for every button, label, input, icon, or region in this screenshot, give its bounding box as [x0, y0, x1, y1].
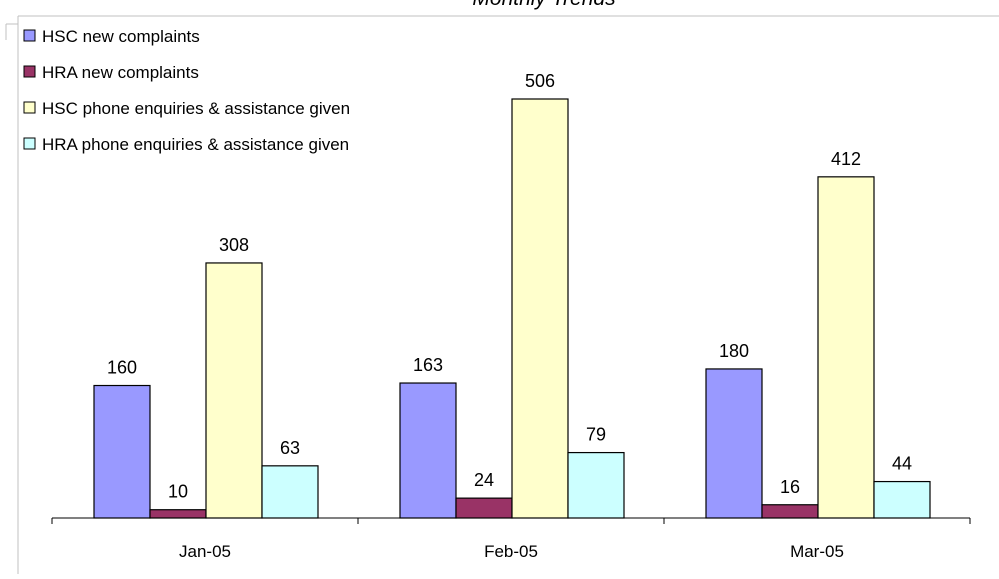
legend-swatch-1	[23, 29, 36, 42]
data-label-3-feb-05: 506	[525, 71, 555, 91]
bar-3-jan-05	[205, 262, 263, 519]
legend-label-3: HSC phone enquiries & assistance given	[42, 99, 350, 118]
x-tick-label: Jan-05	[179, 542, 231, 561]
chart-title: Monthly Trends	[472, 0, 616, 10]
data-label-4-feb-05: 79	[586, 425, 606, 445]
data-label-1-mar-05: 180	[719, 341, 749, 361]
data-label-2-feb-05: 24	[474, 470, 494, 490]
bar-4-jan-05	[261, 465, 319, 519]
legend: HSC new complaints HRA new complaints HSC …	[23, 27, 350, 154]
x-tick-label: Mar-05	[790, 542, 844, 561]
legend-label-4: HRA phone enquiries & assistance given	[42, 135, 349, 154]
bar-3-feb-05	[511, 98, 569, 519]
data-label-4-mar-05: 44	[892, 454, 912, 474]
bar-1-mar-05	[705, 368, 763, 519]
bar-2-feb-05	[455, 497, 513, 519]
bar-4-feb-05	[567, 451, 625, 519]
bar-1-feb-05	[399, 382, 457, 519]
data-label-3-jan-05: 308	[219, 235, 249, 255]
data-label-2-mar-05: 16	[780, 477, 800, 497]
bar-3-mar-05	[817, 176, 875, 519]
data-label-1-feb-05: 163	[413, 355, 443, 375]
x-tick-label: Feb-05	[484, 542, 538, 561]
data-label-3-mar-05: 412	[831, 149, 861, 169]
bar-2-mar-05	[761, 504, 819, 519]
legend-swatch-4	[23, 137, 36, 150]
data-label-2-jan-05: 10	[168, 482, 188, 502]
data-label-4-jan-05: 63	[280, 438, 300, 458]
data-label-1-jan-05: 160	[107, 358, 137, 378]
legend-swatch-3	[23, 101, 36, 114]
legend-label-2: HRA new complaints	[42, 63, 199, 82]
legend-label-1: HSC new complaints	[42, 27, 200, 46]
bar-1-jan-05	[93, 384, 151, 519]
bar-4-mar-05	[873, 480, 931, 519]
bar-2-jan-05	[149, 509, 207, 519]
legend-swatch-2	[23, 65, 36, 78]
plot-area: 160 10 308 63 Jan-05 163 24 506 79 Feb-05 180 16 412…	[51, 71, 971, 561]
